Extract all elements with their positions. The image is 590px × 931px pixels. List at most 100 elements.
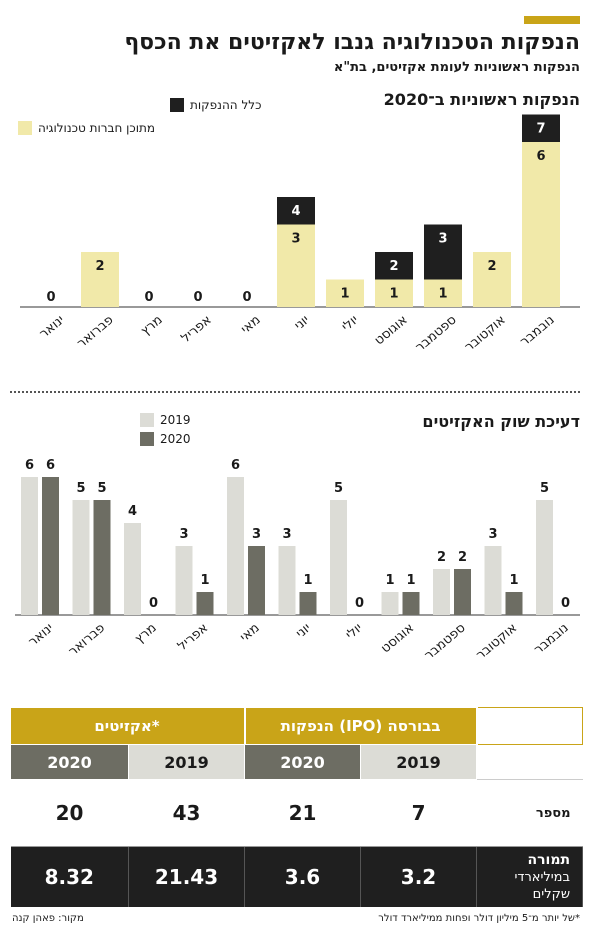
bar-2019 [484,546,502,615]
data-label: 6 [25,458,34,473]
bar-total [375,252,413,280]
legend-tech-ipos: מתוכן חברות טכנולוגיה [18,121,155,135]
bar-tech [277,224,315,307]
table-group-exits: אקזיטים* [10,707,246,745]
data-label: 2 [437,550,446,565]
bar-2020 [196,592,214,615]
x-tick-label: פברואר [66,621,108,660]
bar-2020 [505,592,523,615]
x-tick-label: אפריל [175,621,211,655]
footnote: *של יותר מ־5 מיליון דולר ופחות ממיליארד … [378,913,580,924]
bar-2019 [330,500,347,615]
page-subtitle: הנפקות ראשוניות לעומת אקזיטים, בת"א [333,60,580,75]
bar-2020 [42,477,59,615]
data-label-total: 4 [291,204,300,219]
legend-all-ipos: כלל ההנפקות [170,98,261,112]
x-tick-label: אוקטובר [473,621,520,664]
bar-2019 [72,500,90,615]
bar-2019 [278,546,296,615]
table-year-cell: 2020 [10,744,129,780]
bar-tech [326,279,364,307]
data-label: 1 [385,573,394,588]
data-label: 0 [561,596,570,611]
data-label: 4 [128,504,137,519]
legend-label-2019: 2019 [160,413,191,427]
data-label-tech: 6 [536,149,545,164]
table-year-cell: 2020 [244,744,362,780]
bar-2019 [124,523,141,615]
bar-2019 [536,500,553,615]
ipo-bar-chart: 0 ינואר 2 פברואר 0 מרץ 0 אפריל 0 מאי 3 4 יוני 1 יולי 1 2… [20,114,580,356]
x-tick-label: אוגוסט [378,621,417,657]
data-label-total: 3 [438,232,447,247]
ipo-chart-title: הנפקות ראשוניות ב־2020 [383,90,580,109]
bar-2020 [299,592,317,615]
table-corner-2 [476,744,583,780]
table-year-cell: 2019 [360,744,478,780]
table-row-label-sub: במיליארדי שקלים [514,869,571,902]
x-tick-label: יולי [339,313,362,335]
data-label: 0 [355,596,364,611]
bar-tech [424,279,462,307]
legend-swatch-tech [18,121,32,135]
legend-swatch-2020 [140,432,154,446]
data-label-tech: 2 [487,259,496,274]
bar-total [277,197,315,225]
data-label-tech: 1 [340,287,349,302]
legend-swatch-2019 [140,413,154,427]
x-tick-label: ינואר [37,313,68,342]
x-tick-label: אפריל [179,313,215,347]
x-tick-label: ספטמבר [413,313,460,356]
table-row-label-main: תמורה [527,851,571,868]
legend-label-tech: מתוכן חברות טכנולוגיה [38,121,156,135]
x-tick-label: ינואר [26,621,57,650]
table-cell: 20 [10,779,129,847]
data-label: 0 [149,596,158,611]
data-label-tech: 2 [95,259,104,274]
table-cell: 43 [128,779,245,847]
bar-2020 [454,569,471,615]
data-label: 6 [231,458,240,473]
data-label: 6 [46,458,55,473]
legend-2019: 2019 [140,413,191,427]
legend-label-all: כלל ההנפקות [190,98,262,112]
table-cell: 3.2 [360,846,478,907]
accent-bar [524,16,580,24]
data-label: 3 [252,527,261,542]
table-cell: 21 [244,779,361,847]
data-label: 5 [334,481,343,496]
bar-2019 [227,477,244,615]
table-cell: 21.43 [128,846,246,907]
bar-tech [522,142,560,307]
x-tick-label: מרץ [138,313,165,339]
bar-2019 [175,546,193,615]
data-label: 3 [282,527,291,542]
data-label: 0 [144,290,153,305]
data-label-tech: 1 [438,287,447,302]
x-tick-label: יולי [343,621,366,643]
bar-tech [375,279,413,307]
data-label: 5 [540,481,549,496]
table-cell: 3.6 [244,846,362,907]
bar-tech [81,252,119,307]
table-corner [476,707,584,745]
x-tick-label: מאי [238,313,263,338]
data-label: 0 [193,290,202,305]
legend-swatch-all [170,98,184,112]
data-label: 0 [242,290,251,305]
data-label: 1 [303,573,312,588]
x-tick-label: פברואר [74,313,116,352]
section-divider [10,391,580,393]
table-cell: 8.32 [10,846,129,907]
data-label: 1 [509,573,518,588]
data-label: 1 [406,573,415,588]
x-tick-label: אוגוסט [372,313,411,349]
page-title: הנפקות הטכנולוגיה גנבו לאקזיטים את הכסף [124,30,580,55]
table-row-label: תמורה במיליארדי שקלים [476,846,584,907]
legend-label-2020: 2020 [160,432,191,446]
bar-total [522,114,560,142]
x-tick-label: יוני [293,621,314,642]
data-label-tech: 1 [389,287,398,302]
bar-tech [473,252,511,307]
